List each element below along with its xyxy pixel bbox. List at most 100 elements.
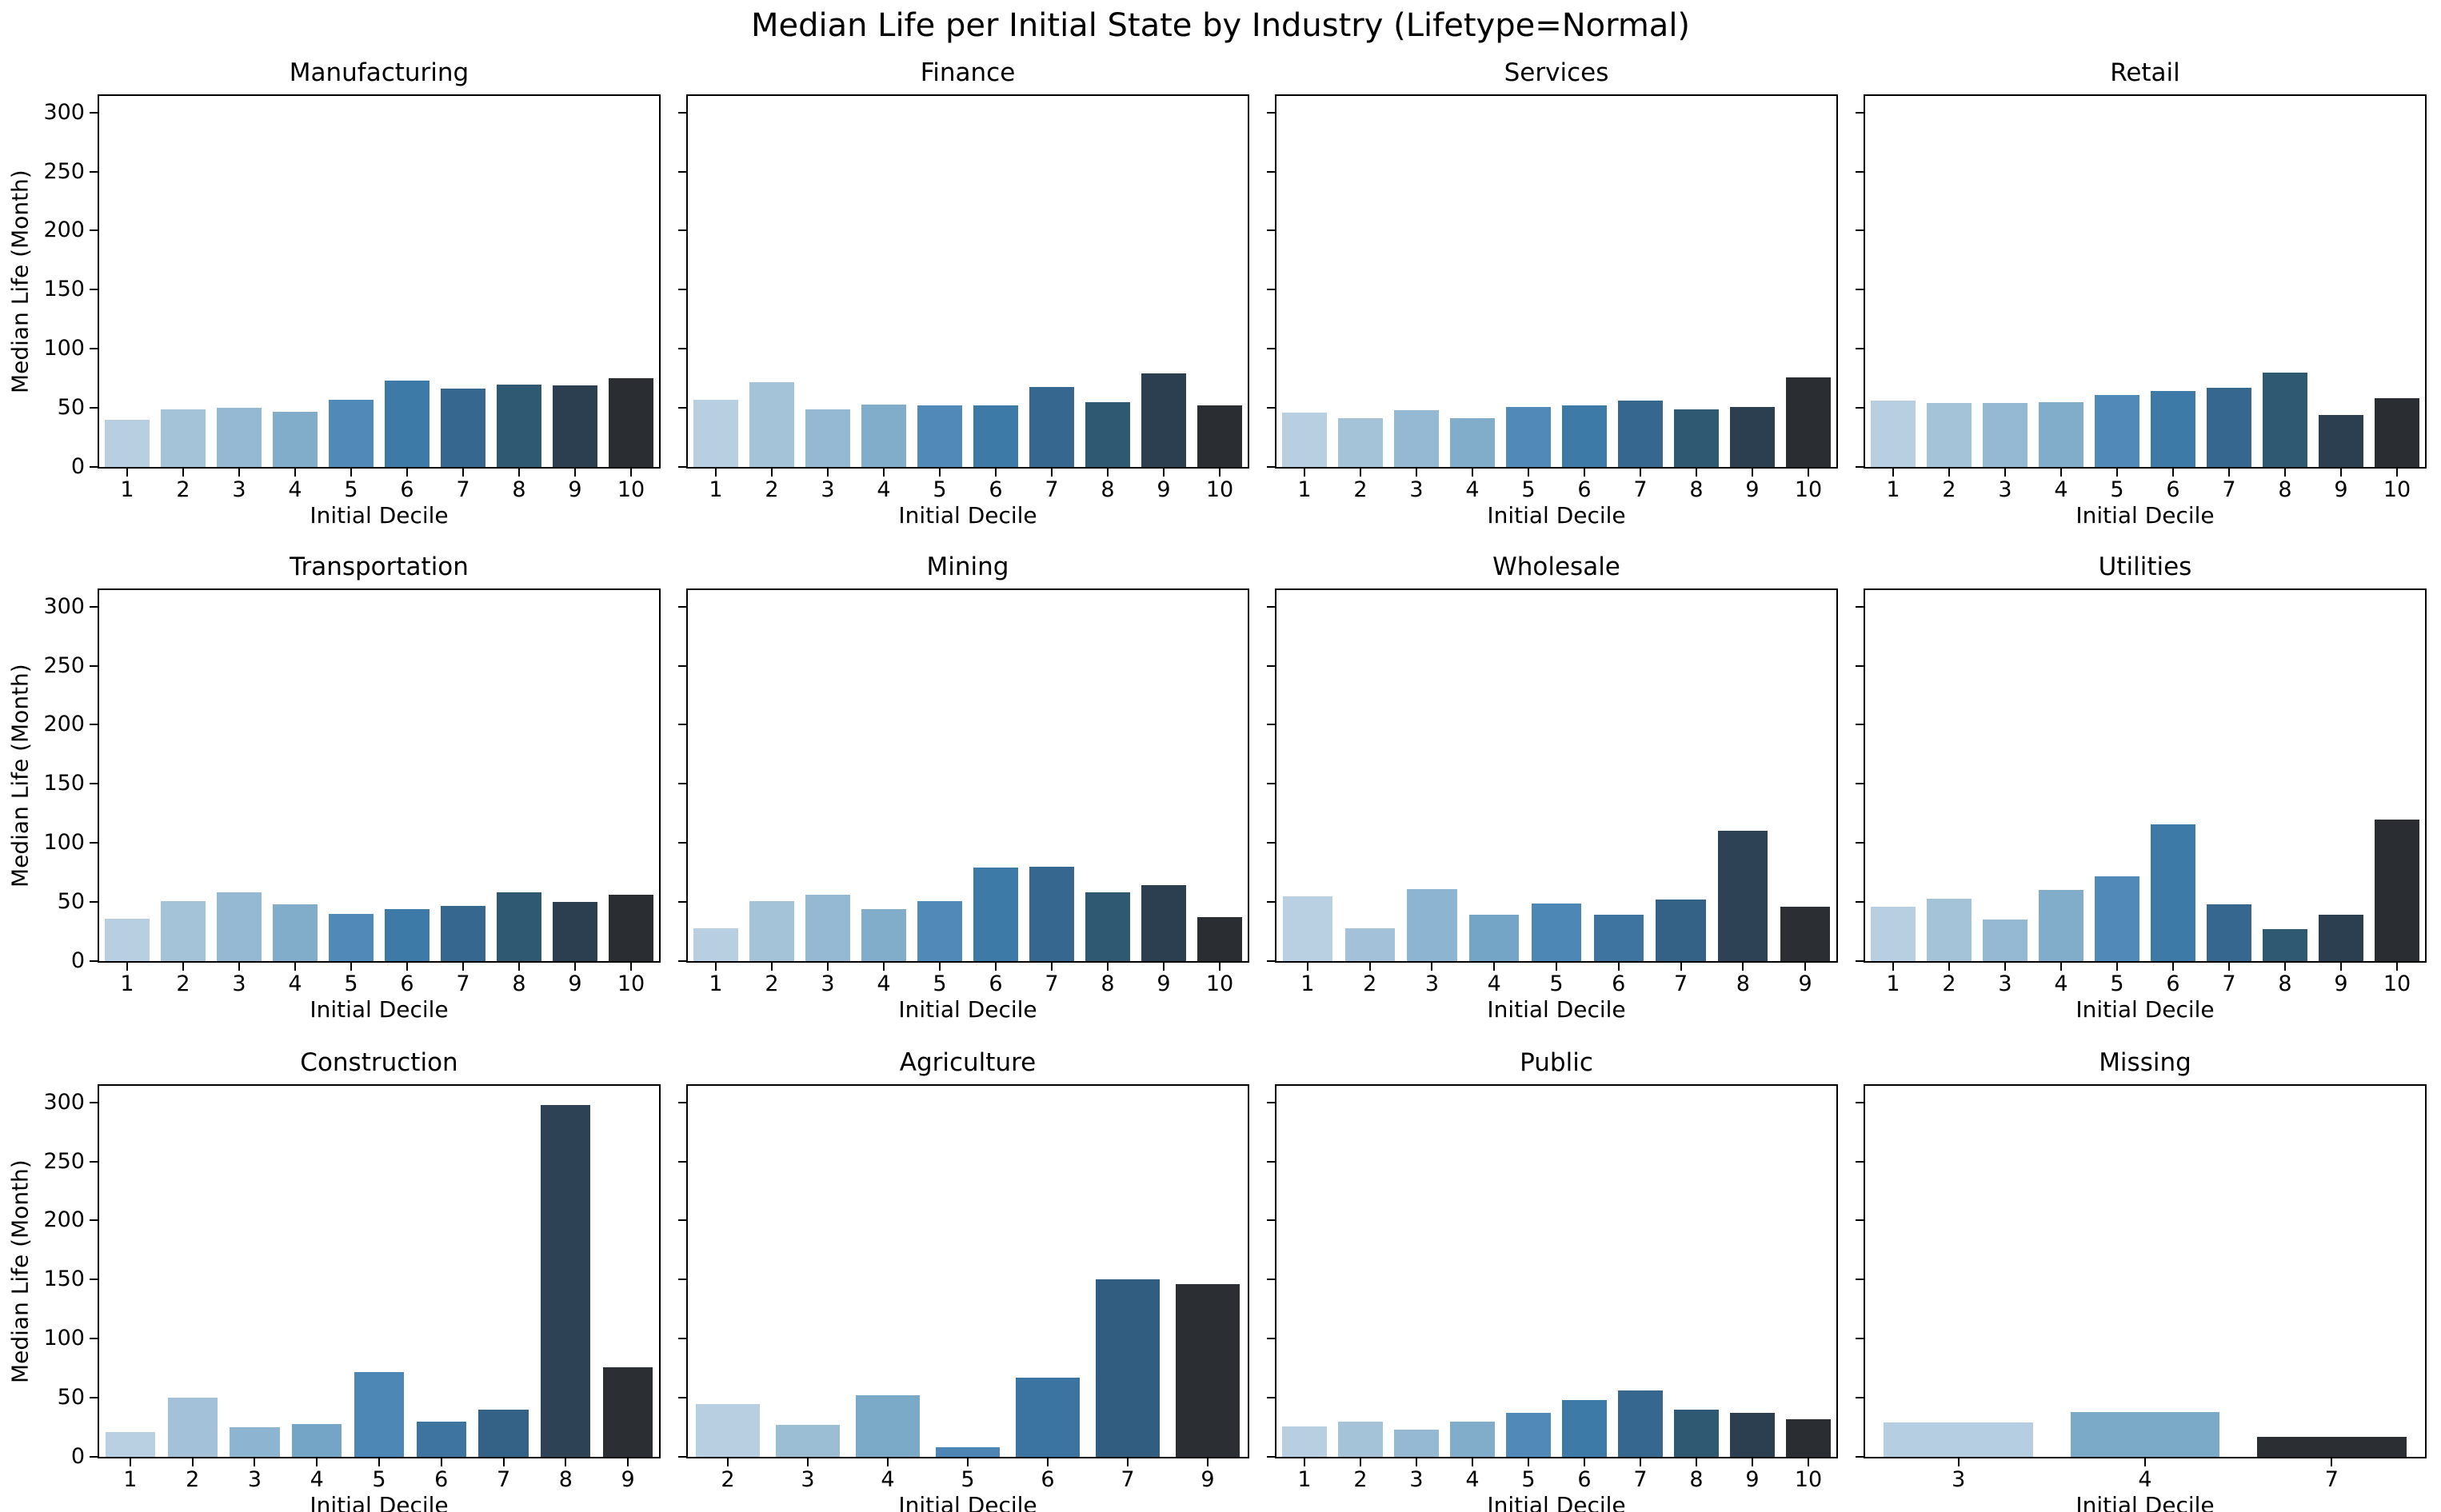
y-tick xyxy=(90,170,98,173)
x-tick-label: 4 xyxy=(2054,971,2068,996)
bar-decile-4 xyxy=(273,411,318,467)
x-tick-label: 5 xyxy=(1521,1467,1536,1492)
bar-decile-4 xyxy=(856,1395,920,1457)
x-tick xyxy=(630,963,632,971)
x-tick xyxy=(967,1458,969,1466)
bar-decile-3 xyxy=(805,409,850,467)
y-tick-label: 250 xyxy=(43,652,85,678)
x-tick-label: 3 xyxy=(821,971,835,996)
x-tick-label: 3 xyxy=(232,971,246,996)
bar-decile-3 xyxy=(805,895,850,961)
x-tick xyxy=(883,963,885,971)
bar-decile-7 xyxy=(441,389,485,467)
bar-decile-5 xyxy=(917,900,962,961)
subplot-title-public: Public xyxy=(1520,1048,1593,1077)
bar-decile-7 xyxy=(1029,866,1074,961)
x-tick-label: 7 xyxy=(1633,477,1648,502)
bar-decile-2 xyxy=(749,381,794,467)
x-tick xyxy=(238,963,240,971)
bar-decile-7 xyxy=(1096,1279,1160,1457)
x-tick xyxy=(995,469,997,477)
x-tick-label: 6 xyxy=(2166,477,2180,502)
bar-decile-10 xyxy=(1197,405,1242,467)
x-tick-label: 4 xyxy=(1465,1467,1480,1492)
bar-decile-1 xyxy=(1282,1426,1327,1457)
x-tick-label: 8 xyxy=(2278,971,2292,996)
y-tick xyxy=(90,783,98,785)
bar-decile-5 xyxy=(917,405,962,467)
subplot-finance: Finance 1 2 3 4 5 6 7 8 9 10 Initial Decile xyxy=(678,58,1249,528)
y-tick xyxy=(1267,466,1275,468)
bar-decile-6 xyxy=(1562,405,1607,467)
x-tick-label: 4 xyxy=(1465,477,1480,502)
y-tick xyxy=(1856,229,1864,232)
x-tick-label: 4 xyxy=(877,477,891,502)
y-tick-label: 50 xyxy=(57,1385,85,1410)
bar-decile-9 xyxy=(1780,907,1831,961)
x-tick-label: 4 xyxy=(288,477,302,502)
y-tick xyxy=(1267,842,1275,844)
x-tick-label: 3 xyxy=(821,477,835,502)
x-tick-label: 6 xyxy=(400,971,414,996)
bar-decile-2 xyxy=(161,900,206,961)
x-tick xyxy=(827,469,829,477)
x-tick xyxy=(1207,1458,1209,1466)
bar-decile-8 xyxy=(1718,831,1768,961)
x-tick xyxy=(1107,469,1109,477)
x-tick xyxy=(1892,469,1894,477)
x-tick-label: 1 xyxy=(1300,971,1315,996)
x-tick xyxy=(1680,963,1682,971)
x-tick-label: 2 xyxy=(765,477,779,502)
x-tick-label: 3 xyxy=(1952,1467,1966,1492)
x-tick-label: 4 xyxy=(877,971,891,996)
x-tick xyxy=(2396,963,2398,971)
subplot-wholesale: Wholesale 1 2 3 4 5 6 7 8 9 Initial Decile xyxy=(1267,553,1838,1022)
x-tick xyxy=(2060,963,2062,971)
bar-decile-6 xyxy=(973,405,1018,467)
x-tick xyxy=(518,963,520,971)
bar-decile-8 xyxy=(1674,1409,1719,1457)
x-tick-label: 8 xyxy=(2278,477,2292,502)
x-tick-label: 10 xyxy=(1205,477,1234,502)
x-tick-label: 7 xyxy=(2222,971,2236,996)
x-tick-label: 3 xyxy=(1998,477,2012,502)
x-tick xyxy=(1752,1458,1753,1466)
y-axis-label: Median Life (Month) xyxy=(6,170,34,393)
y-tick xyxy=(1856,1397,1864,1399)
x-tick xyxy=(462,963,464,971)
subplot-title-finance: Finance xyxy=(920,58,1016,87)
x-tick xyxy=(2004,963,2006,971)
bar-decile-4 xyxy=(861,404,906,467)
y-tick xyxy=(1267,1160,1275,1163)
x-tick-label: 9 xyxy=(621,1467,635,1492)
bar-decile-9 xyxy=(553,385,597,467)
y-tick xyxy=(1856,960,1864,962)
x-tick xyxy=(1742,963,1744,971)
x-tick xyxy=(182,469,184,477)
y-tick-label: 50 xyxy=(57,889,85,915)
bar-decile-1 xyxy=(1282,413,1327,467)
x-tick xyxy=(1528,469,1529,477)
bar-decile-3 xyxy=(217,892,262,961)
x-tick-label: 5 xyxy=(2110,971,2124,996)
bar-decile-2 xyxy=(1927,403,1972,467)
y-tick xyxy=(1856,1160,1864,1163)
y-tick xyxy=(90,960,98,962)
x-tick xyxy=(238,469,240,477)
x-tick-label: 1 xyxy=(120,971,134,996)
x-tick-label: 10 xyxy=(2383,971,2411,996)
bar-decile-1 xyxy=(1871,907,1916,961)
bar-decile-10 xyxy=(609,378,653,467)
bar-decile-5 xyxy=(329,399,374,467)
x-tick xyxy=(2228,469,2230,477)
bar-decile-1 xyxy=(105,1431,155,1457)
bar-decile-6 xyxy=(1016,1378,1080,1457)
y-tick-label: 300 xyxy=(43,1089,85,1115)
bar-decile-2 xyxy=(1927,898,1972,961)
x-tick-label: 2 xyxy=(1942,477,1956,502)
bar-decile-4 xyxy=(1450,418,1495,467)
bar-decile-6 xyxy=(1562,1400,1607,1457)
x-tick xyxy=(2331,1458,2333,1466)
x-tick-label: 8 xyxy=(1689,1467,1704,1492)
x-tick-label: 7 xyxy=(1045,971,1059,996)
